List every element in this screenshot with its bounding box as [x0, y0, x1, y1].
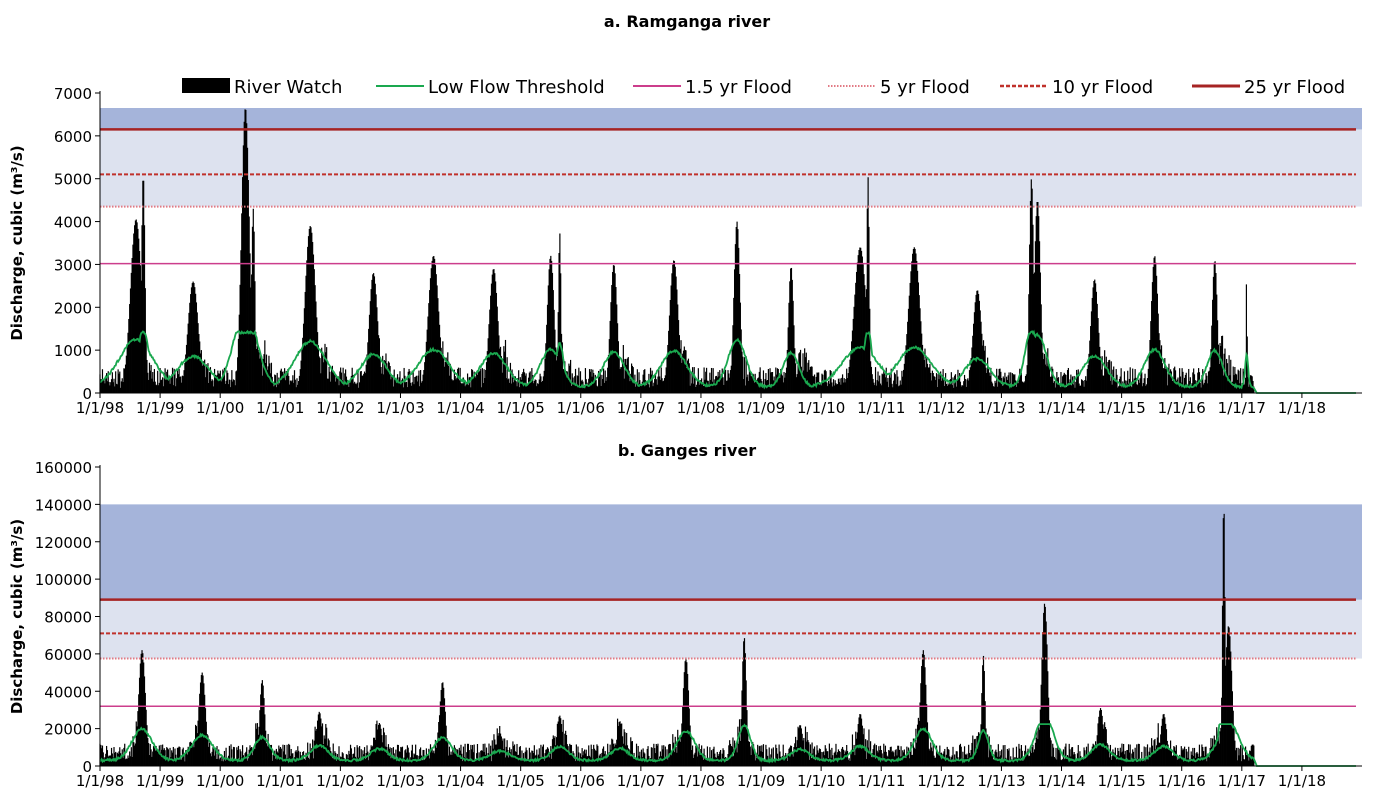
flood-band: [100, 599, 1362, 659]
x-tick-label: 1/1/18: [1278, 772, 1326, 790]
y-axis-label: Discharge, cubic (m³/s): [8, 519, 26, 714]
x-tick-label: 1/1/09: [737, 772, 785, 790]
y-tick-label: 6000: [54, 128, 92, 146]
y-tick-label: 140000: [35, 496, 92, 514]
low-flow-line: [99, 329, 1356, 394]
panel-ganges: b. Ganges river 0 20000 40000 60000 80000 1000…: [8, 441, 1362, 790]
legend-item: 1.5 yr Flood: [633, 77, 792, 98]
flood-band: [100, 129, 1362, 207]
y-tick-label: 3000: [54, 256, 92, 274]
legend-label: 25 yr Flood: [1244, 77, 1345, 98]
x-tick-label: 1/1/14: [1037, 772, 1085, 790]
legend-label: River Watch: [234, 77, 342, 98]
x-tick-label: 1/1/16: [1158, 772, 1206, 790]
legend-label: 10 yr Flood: [1052, 77, 1153, 98]
x-tick-label: 1/1/03: [376, 772, 424, 790]
river-watch-series: [99, 109, 1255, 393]
x-tick-label: 1/1/12: [917, 772, 965, 790]
x-tick-label: 1/1/05: [497, 399, 545, 417]
flood-band: [100, 504, 1362, 600]
x-tick-label: 1/1/08: [677, 399, 725, 417]
legend-label: 1.5 yr Flood: [685, 77, 792, 98]
x-tick-label: 1/1/98: [76, 772, 124, 790]
x-tick-label: 1/1/11: [857, 772, 905, 790]
x-tick-label: 1/1/12: [917, 399, 965, 417]
x-tick-label: 1/1/18: [1278, 399, 1326, 417]
legend-label: 5 yr Flood: [880, 77, 970, 98]
x-tick-label: 1/1/09: [737, 399, 785, 417]
legend: River Watch Low Flow Threshold 1.5 yr Floo…: [182, 77, 1345, 98]
x-tick-label: 1/1/04: [436, 399, 484, 417]
y-tick-label: 80000: [44, 609, 92, 627]
x-tick-label: 1/1/15: [1097, 772, 1145, 790]
x-tick-label: 1/1/02: [316, 399, 364, 417]
legend-item: 10 yr Flood: [1000, 77, 1153, 98]
x-tick-label: 1/1/14: [1037, 399, 1085, 417]
flood-band: [100, 108, 1362, 130]
y-tick-label: 160000: [35, 459, 92, 477]
low-flow-line: [99, 723, 1356, 767]
x-tick-label: 1/1/01: [256, 772, 304, 790]
y-tick-label: 0: [82, 758, 92, 776]
legend-item: Low Flow Threshold: [376, 77, 605, 98]
y-tick-label: 0: [82, 385, 92, 403]
chart-title: a. Ramganga river: [604, 12, 770, 31]
x-tick-label: 1/1/01: [256, 399, 304, 417]
x-tick-label: 1/1/98: [76, 399, 124, 417]
legend-item: River Watch: [182, 77, 342, 98]
y-tick-label: 4000: [54, 214, 92, 232]
x-tick-label: 1/1/03: [376, 399, 424, 417]
y-tick-label: 120000: [35, 534, 92, 552]
x-tick-label: 1/1/05: [497, 772, 545, 790]
x-tick-label: 1/1/17: [1218, 399, 1266, 417]
x-tick-label: 1/1/17: [1218, 772, 1266, 790]
x-tick-label: 1/1/00: [196, 772, 244, 790]
y-tick-label: 20000: [44, 721, 92, 739]
x-tick-label: 1/1/13: [977, 399, 1025, 417]
x-tick-label: 1/1/02: [316, 772, 364, 790]
legend-item: 5 yr Flood: [828, 77, 970, 98]
chart-title: b. Ganges river: [618, 441, 756, 460]
legend-item: 25 yr Flood: [1192, 77, 1345, 98]
y-tick-label: 100000: [35, 571, 92, 589]
x-tick-label: 1/1/10: [797, 772, 845, 790]
x-tick-label: 1/1/13: [977, 772, 1025, 790]
y-axis-label: Discharge, cubic (m³/s): [8, 145, 26, 340]
x-tick-label: 1/1/06: [557, 772, 605, 790]
y-tick-label: 1000: [54, 342, 92, 360]
x-tick-label: 1/1/06: [557, 399, 605, 417]
panel-ramganga: a. Ramganga river 0 1000 2000 3000 4000 5000 60…: [8, 12, 1362, 417]
x-tick-label: 1/1/15: [1097, 399, 1145, 417]
x-tick-label: 1/1/04: [436, 772, 484, 790]
x-tick-label: 1/1/99: [136, 399, 184, 417]
x-tick-label: 1/1/08: [677, 772, 725, 790]
y-tick-label: 5000: [54, 171, 92, 189]
y-tick-label: 40000: [44, 683, 92, 701]
x-tick-label: 1/1/99: [136, 772, 184, 790]
x-tick-label: 1/1/16: [1158, 399, 1206, 417]
legend-swatch: [182, 78, 230, 93]
legend-label: Low Flow Threshold: [428, 77, 605, 98]
y-tick-label: 60000: [44, 646, 92, 664]
x-tick-label: 1/1/00: [196, 399, 244, 417]
x-tick-label: 1/1/10: [797, 399, 845, 417]
x-tick-label: 1/1/11: [857, 399, 905, 417]
y-tick-label: 7000: [54, 85, 92, 103]
x-tick-label: 1/1/07: [617, 399, 665, 417]
y-tick-label: 2000: [54, 299, 92, 317]
x-tick-label: 1/1/07: [617, 772, 665, 790]
